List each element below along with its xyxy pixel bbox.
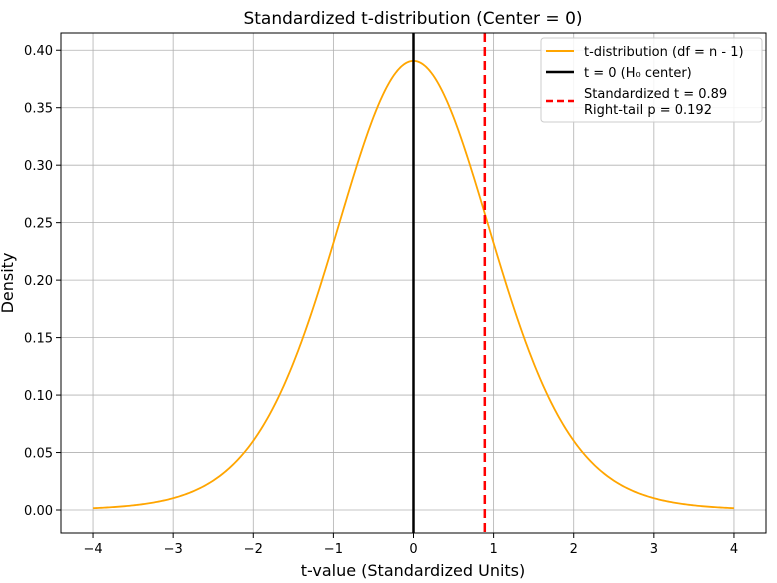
x-tick-label: −2 — [244, 542, 263, 557]
x-tick-label: −1 — [324, 542, 343, 557]
y-tick-label: 0.30 — [24, 159, 53, 174]
y-tick-label: 0.40 — [24, 44, 53, 59]
x-axis-label: t-value (Standardized Units) — [301, 561, 526, 580]
legend-label-observed-t: Standardized t = 0.89 — [584, 87, 727, 102]
y-axis-label: Density — [0, 253, 17, 314]
y-tick-label: 0.10 — [24, 389, 53, 404]
x-tick-label: 1 — [489, 542, 497, 557]
y-axis: 0.00 0.05 0.10 0.15 0.20 0.25 0.30 0.35 0.40 — [24, 44, 61, 519]
x-axis: −4 −3 −2 −1 0 1 2 3 4 — [83, 533, 738, 557]
legend-label-curve: t-distribution (df = n - 1) — [584, 45, 744, 60]
y-tick-label: 0.05 — [24, 447, 53, 462]
y-tick-label: 0.15 — [24, 332, 53, 347]
x-tick-label: 3 — [650, 542, 658, 557]
x-tick-label: −3 — [164, 542, 183, 557]
y-tick-label: 0.20 — [24, 274, 53, 289]
legend-label-observed-p: Right-tail p = 0.192 — [584, 103, 712, 118]
x-tick-label: −4 — [83, 542, 102, 557]
plot-area — [93, 33, 734, 533]
y-tick-label: 0.35 — [24, 102, 53, 117]
legend-box — [540, 37, 763, 123]
x-tick-label: 2 — [570, 542, 578, 557]
chart-title: Standardized t-distribution (Center = 0) — [243, 9, 582, 29]
legend-label-center: t = 0 (H₀ center) — [584, 66, 692, 81]
x-tick-label: 0 — [409, 542, 417, 557]
y-tick-label: 0.25 — [24, 217, 53, 232]
x-tick-label: 4 — [730, 542, 738, 557]
y-tick-label: 0.00 — [24, 504, 53, 519]
legend: t-distribution (df = n - 1) t = 0 (H₀ ce… — [540, 37, 763, 123]
